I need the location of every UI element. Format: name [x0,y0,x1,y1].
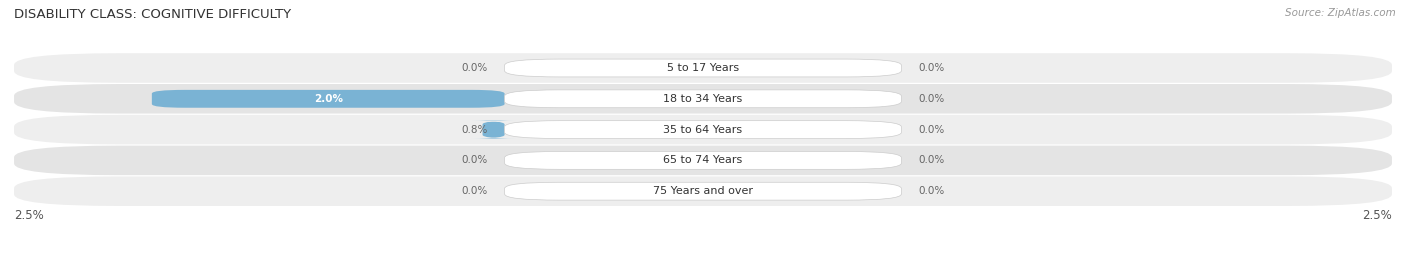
Text: 0.0%: 0.0% [461,63,488,73]
FancyBboxPatch shape [505,59,901,77]
Text: 0.0%: 0.0% [918,186,945,196]
Text: 0.0%: 0.0% [918,94,945,104]
FancyBboxPatch shape [14,115,1392,144]
Text: 2.5%: 2.5% [14,209,44,222]
Text: 5 to 17 Years: 5 to 17 Years [666,63,740,73]
Text: DISABILITY CLASS: COGNITIVE DIFFICULTY: DISABILITY CLASS: COGNITIVE DIFFICULTY [14,8,291,21]
Text: 2.5%: 2.5% [1362,209,1392,222]
FancyBboxPatch shape [505,182,901,200]
Text: 65 to 74 Years: 65 to 74 Years [664,156,742,166]
Text: 75 Years and over: 75 Years and over [652,186,754,196]
Text: 0.0%: 0.0% [461,156,488,166]
FancyBboxPatch shape [505,90,901,108]
Text: Source: ZipAtlas.com: Source: ZipAtlas.com [1285,8,1396,18]
Text: 0.8%: 0.8% [461,124,488,135]
Text: 0.0%: 0.0% [918,124,945,135]
Text: 18 to 34 Years: 18 to 34 Years [664,94,742,104]
FancyBboxPatch shape [14,84,1392,114]
Text: 0.0%: 0.0% [461,186,488,196]
FancyBboxPatch shape [505,151,901,169]
Text: 0.0%: 0.0% [918,63,945,73]
FancyBboxPatch shape [14,53,1392,83]
Text: 2.0%: 2.0% [314,94,343,104]
FancyBboxPatch shape [505,121,901,139]
FancyBboxPatch shape [152,90,505,108]
Text: 0.0%: 0.0% [918,156,945,166]
Text: 35 to 64 Years: 35 to 64 Years [664,124,742,135]
FancyBboxPatch shape [14,146,1392,175]
FancyBboxPatch shape [471,121,516,139]
FancyBboxPatch shape [14,176,1392,206]
